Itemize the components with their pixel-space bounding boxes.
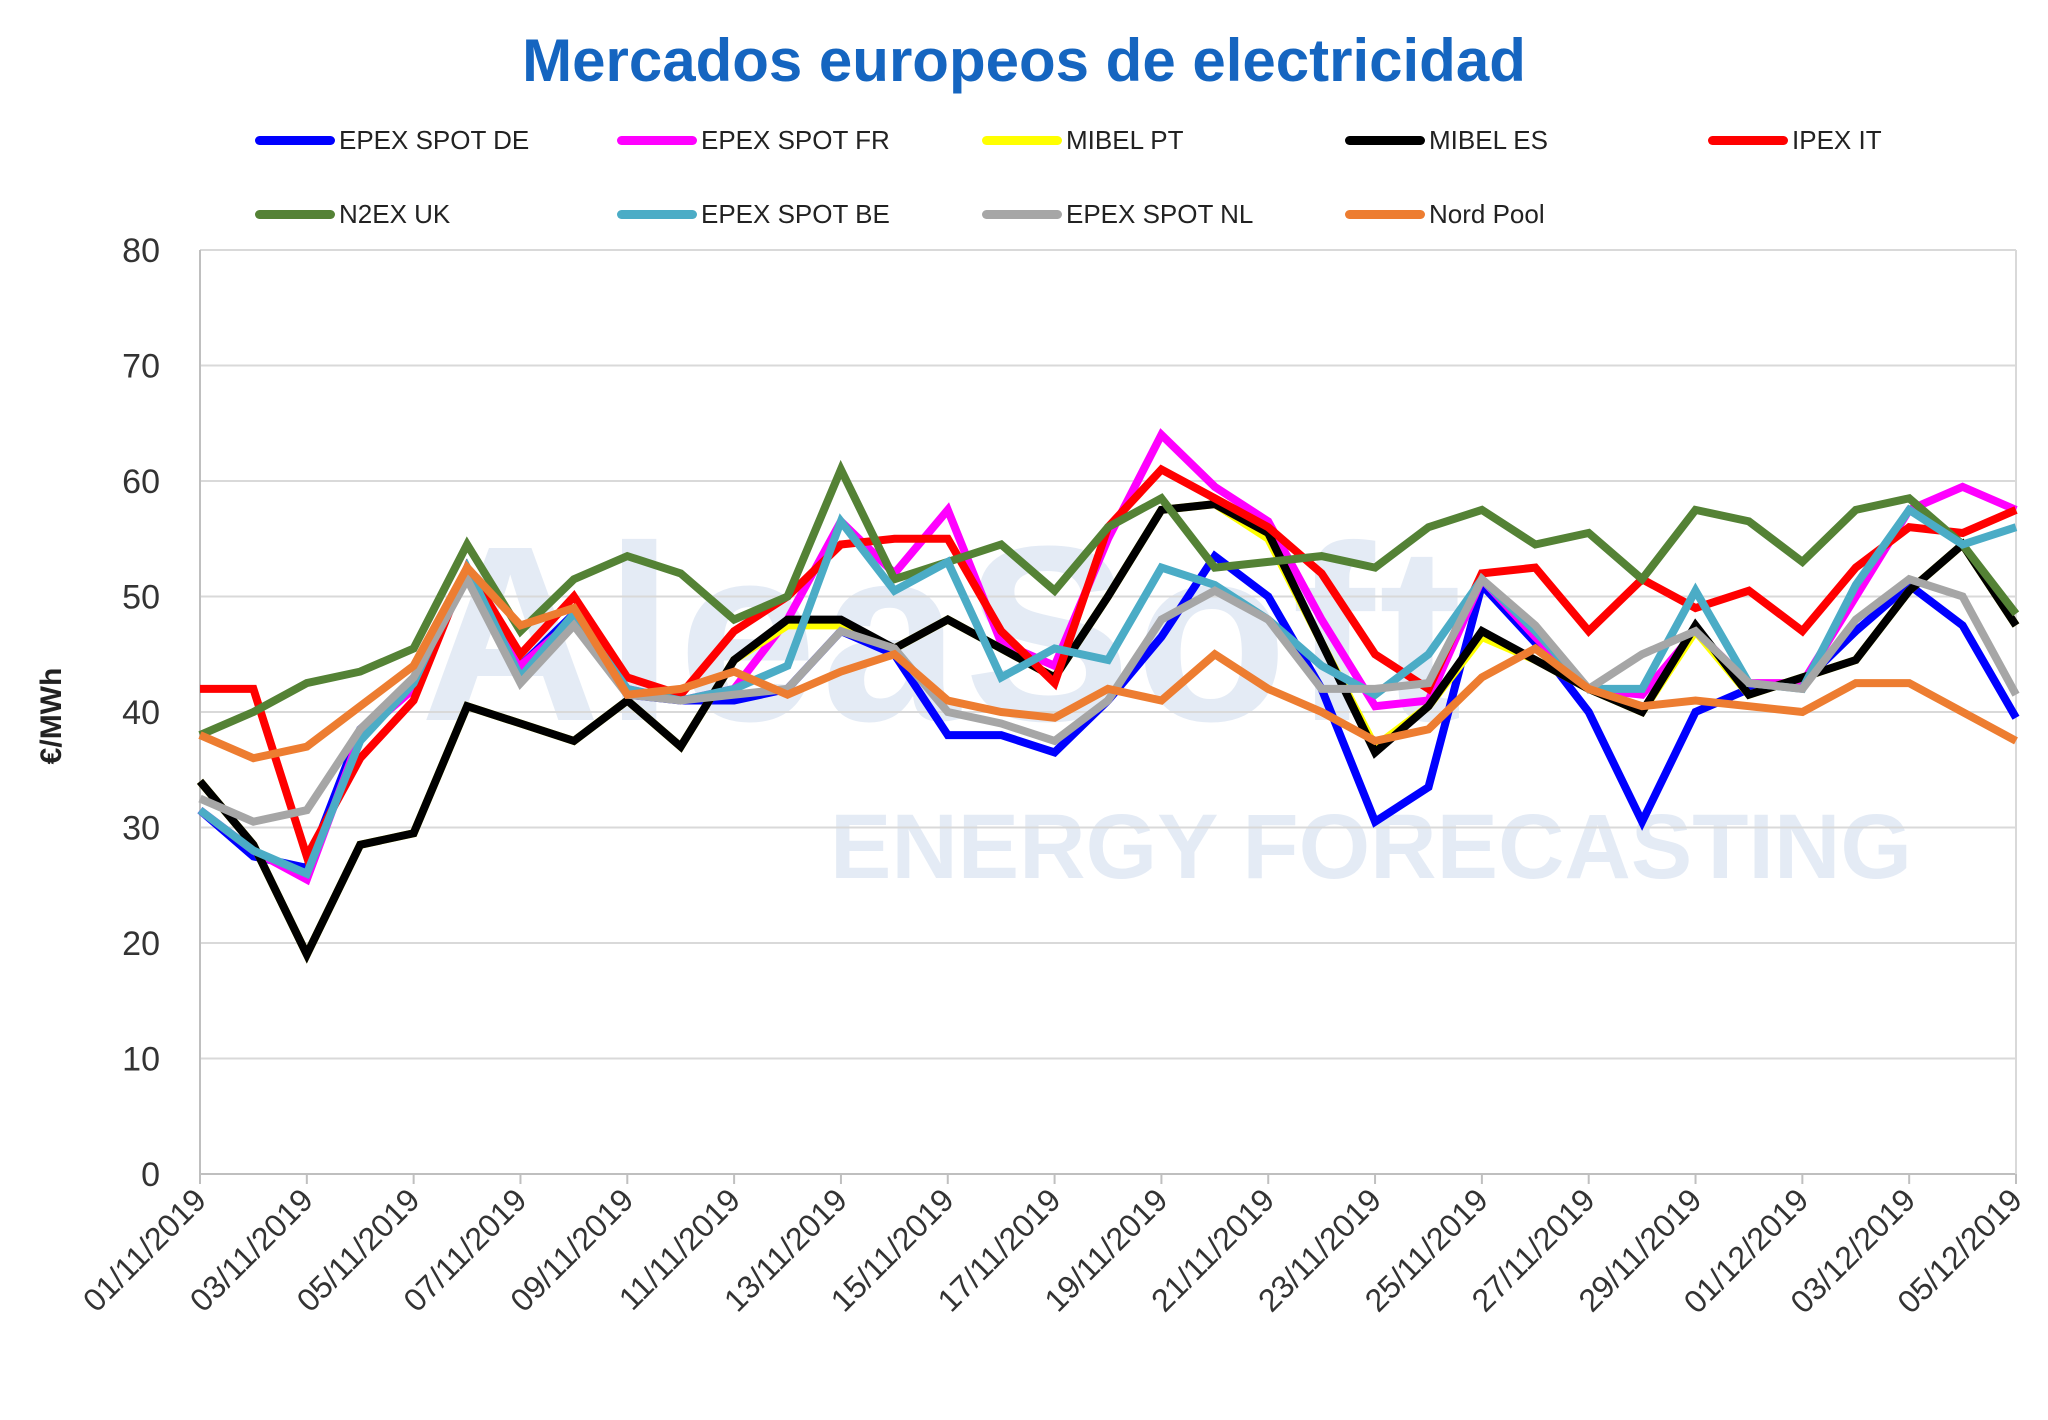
legend-item: MIBEL ES (1345, 120, 1548, 160)
legend-label: MIBEL PT (1066, 124, 1184, 155)
legend-item: MIBEL PT (982, 120, 1184, 160)
legend-item: EPEX SPOT BE (617, 194, 890, 234)
y-tick-label: 10 (122, 1041, 160, 1079)
legend-swatch (1708, 135, 1788, 145)
legend-swatch (255, 135, 335, 145)
legend: EPEX SPOT DE EPEX SPOT FR MIBEL PT MIBEL ES… (0, 0, 2048, 250)
legend-item: EPEX SPOT FR (617, 120, 890, 160)
series-lines (196, 428, 2020, 964)
y-axis-label: €/MWh (35, 667, 68, 765)
chart-title: Mercados europeos de electricidad (522, 27, 1526, 94)
y-tick-label: 40 (122, 694, 160, 732)
y-tick-label: 30 (122, 810, 160, 848)
legend-swatch (617, 135, 697, 145)
tick-labels: 0102030405060708001/11/201903/11/201905/… (76, 232, 2029, 1320)
legend-swatch (255, 209, 335, 219)
series-line-epex-spot-nl (198, 570, 2020, 826)
y-tick-label: 0 (141, 1156, 160, 1194)
legend-label: EPEX SPOT FR (701, 124, 890, 155)
legend-item: EPEX SPOT DE (255, 120, 529, 160)
legend-swatch (1345, 209, 1425, 219)
y-tick-label: 60 (122, 463, 160, 501)
legend-label: EPEX SPOT DE (339, 124, 530, 155)
legend-label: MIBEL ES (1429, 124, 1548, 155)
y-tick-label: 70 (122, 348, 160, 386)
axes (199, 250, 2017, 1184)
legend-item: EPEX SPOT NL (982, 194, 1253, 234)
y-tick-label: 50 (122, 579, 160, 617)
legend-label: EPEX SPOT NL (1066, 198, 1254, 229)
series-line-nord-pool (198, 560, 2018, 763)
y-tick-label: 80 (122, 232, 160, 270)
legend-swatch (982, 135, 1062, 145)
legend-label: N2EX UK (339, 198, 451, 229)
legend-item: IPEX IT (1708, 120, 1882, 160)
y-tick-label: 20 (122, 925, 160, 963)
legend-item: N2EX UK (255, 194, 450, 234)
legend-label: EPEX SPOT BE (701, 198, 890, 229)
legend-item: Nord Pool (1345, 194, 1545, 234)
legend-label: IPEX IT (1792, 124, 1882, 155)
legend-swatch (617, 209, 697, 219)
legend-swatch (1345, 135, 1425, 145)
legend-swatch (982, 209, 1062, 219)
legend-label: Nord Pool (1429, 198, 1545, 229)
